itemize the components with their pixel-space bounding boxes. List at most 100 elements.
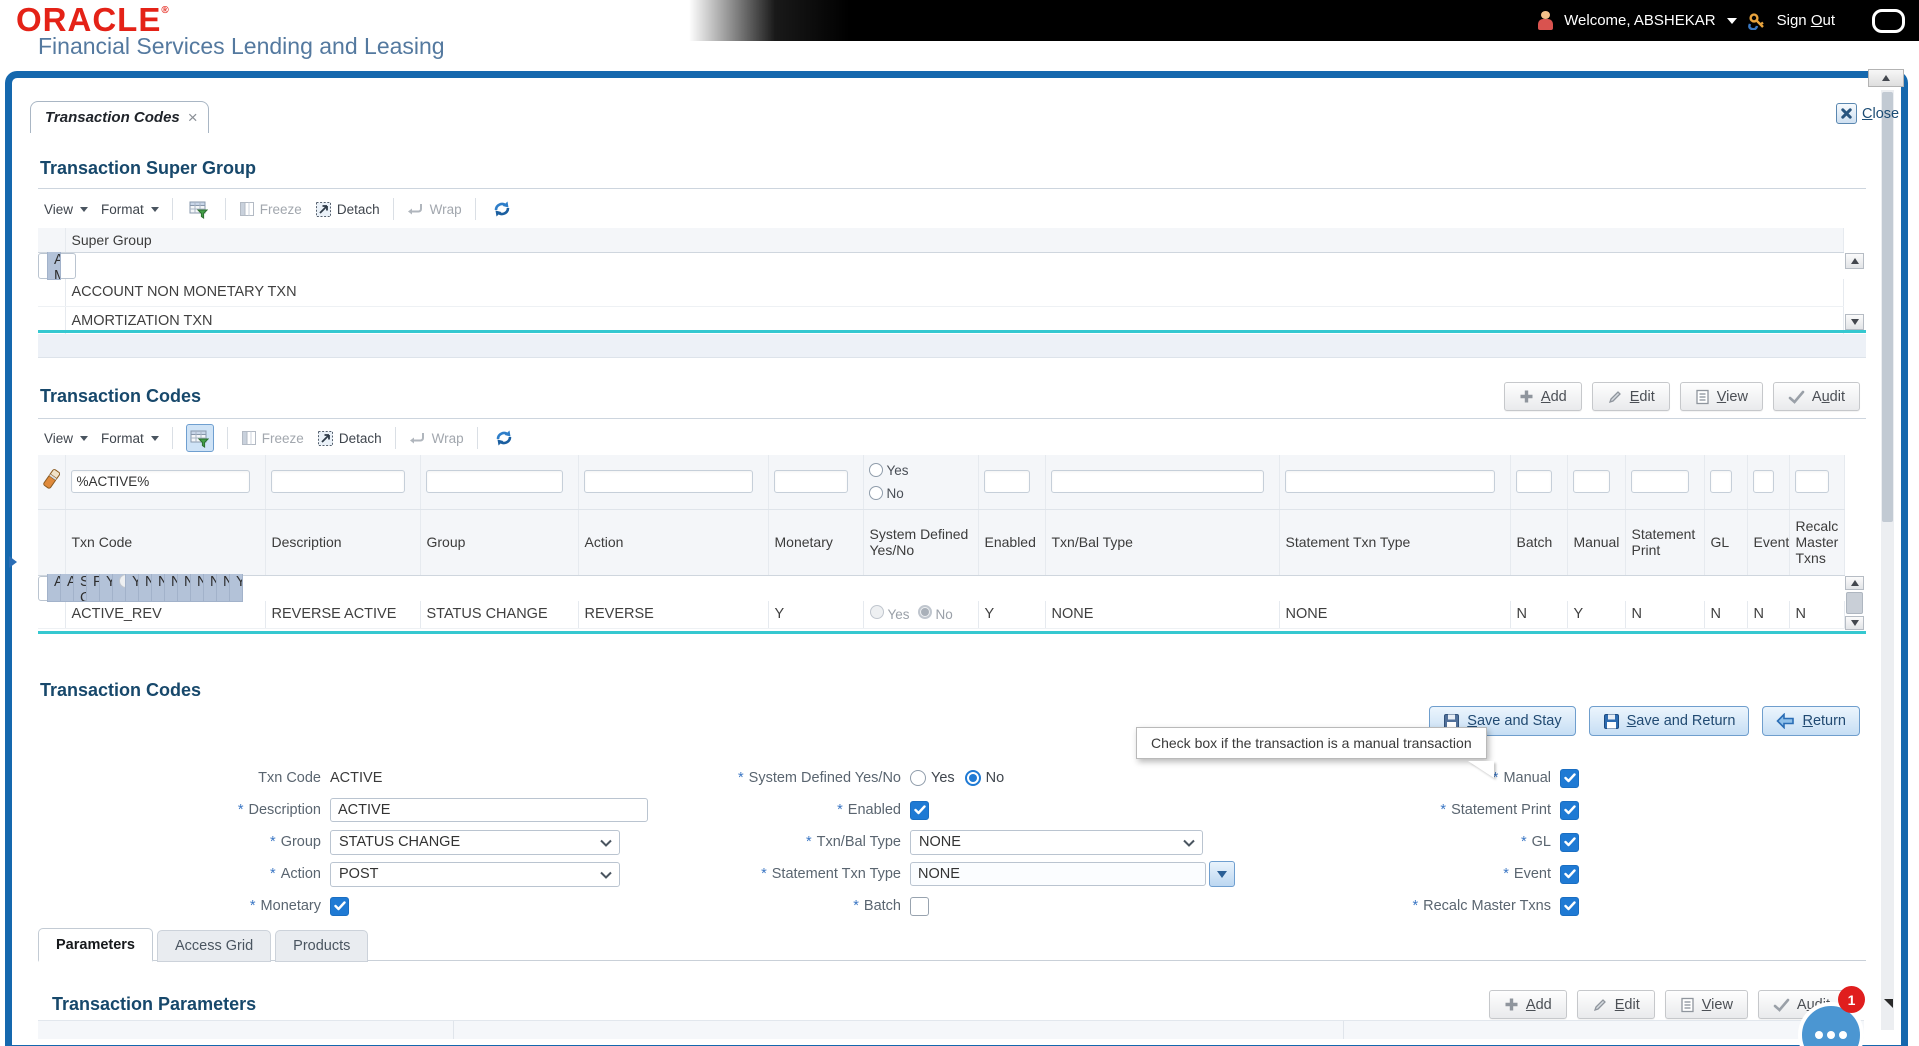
txn-bal-type-select[interactable]: NONE: [910, 829, 1203, 855]
format-menu[interactable]: Format: [101, 202, 159, 217]
freeze-button[interactable]: Freeze: [241, 430, 304, 446]
column-header[interactable]: System Defined Yes/No: [863, 509, 979, 576]
table-row[interactable]: ACTIVE ACTIVE STATUS CHANGE POST Y YesNo…: [38, 574, 243, 602]
statement-txn-type-field[interactable]: [910, 862, 1206, 886]
column-header[interactable]: Manual: [1567, 509, 1626, 576]
page-scrollbar-thumb[interactable]: [1882, 92, 1893, 522]
filter-action-input[interactable]: [583, 470, 753, 494]
filter-event-input[interactable]: [1752, 470, 1774, 494]
description-field[interactable]: [330, 798, 648, 822]
tab-parameters[interactable]: Parameters: [38, 928, 153, 962]
filter-manual-input[interactable]: [1572, 470, 1610, 494]
super-group-scrollbar[interactable]: [1845, 253, 1864, 330]
column-header[interactable]: Group: [420, 509, 579, 576]
tab-products[interactable]: Products: [275, 930, 369, 962]
table-row[interactable]: ACCOUNT MONETARY TXN: [38, 251, 76, 280]
column-header[interactable]: Txn/Bal Type: [1045, 509, 1280, 576]
cell-action[interactable]: REVERSE: [578, 600, 769, 629]
welcome-label[interactable]: Welcome, ABSHEKAR: [1564, 12, 1716, 29]
filter-system-defined-no[interactable]: No: [868, 482, 973, 505]
filter-recalc-input[interactable]: [1794, 470, 1829, 494]
audit-button[interactable]: Audit: [1772, 382, 1860, 411]
cell-description[interactable]: ACTIVE: [61, 574, 74, 602]
scroll-thumb[interactable]: [1846, 592, 1863, 614]
cell-enabled[interactable]: Y: [978, 600, 1046, 629]
enabled-checkbox[interactable]: [910, 800, 929, 820]
column-header-super-group[interactable]: Super Group: [65, 228, 1844, 253]
tab-access-grid[interactable]: Access Grid: [157, 930, 272, 962]
scroll-up-button[interactable]: [1868, 69, 1904, 87]
cell-enabled[interactable]: Y: [126, 574, 139, 602]
cell-gl[interactable]: N: [204, 574, 217, 602]
tab-transaction-codes[interactable]: Transaction Codes ×: [30, 101, 209, 133]
notification-badge[interactable]: 1: [1838, 986, 1865, 1013]
filter-enabled-input[interactable]: [983, 470, 1030, 494]
view-button[interactable]: View: [1664, 990, 1748, 1019]
tab-close-icon[interactable]: ×: [187, 107, 198, 127]
wrap-button[interactable]: Wrap: [407, 201, 462, 217]
column-header[interactable]: Description: [265, 509, 421, 576]
cell-description[interactable]: REVERSE ACTIVE: [265, 600, 421, 629]
cell-batch[interactable]: N: [165, 574, 178, 602]
cell-statement-print[interactable]: N: [191, 574, 204, 602]
statement-print-checkbox[interactable]: [1560, 800, 1579, 820]
column-header[interactable]: Enabled: [978, 509, 1046, 576]
freeze-button[interactable]: Freeze: [239, 201, 302, 217]
filter-txn-code-input[interactable]: [70, 470, 250, 494]
view-button[interactable]: View: [1679, 382, 1763, 411]
chat-bubble-icon[interactable]: [1798, 1002, 1864, 1046]
cell-txn-bal-type[interactable]: NONE: [1045, 600, 1280, 629]
cell-batch[interactable]: N: [1510, 600, 1568, 629]
scroll-up-arrow[interactable]: [1845, 253, 1864, 269]
monetary-checkbox[interactable]: [330, 896, 349, 916]
cell-txn-bal-type[interactable]: NONE: [139, 574, 152, 602]
cell-super-group[interactable]: ACCOUNT MONETARY TXN: [48, 251, 61, 280]
group-select[interactable]: STATUS CHANGE: [330, 829, 620, 855]
return-button[interactable]: Return: [1762, 706, 1860, 736]
action-select[interactable]: POST: [330, 861, 620, 887]
column-header[interactable]: Statement Print: [1625, 509, 1705, 576]
refresh-icon[interactable]: [489, 196, 515, 222]
edit-button[interactable]: Edit: [1576, 990, 1655, 1019]
cell-statement-txn-type[interactable]: NONE: [152, 574, 165, 602]
cell-gl[interactable]: N: [1704, 600, 1748, 629]
cell-group[interactable]: STATUS CHANGE: [420, 600, 579, 629]
sign-out-link[interactable]: Sign Out: [1776, 12, 1835, 29]
cell-event[interactable]: N: [217, 574, 230, 602]
detach-button[interactable]: Detach: [315, 201, 380, 218]
filter-monetary-input[interactable]: [773, 470, 848, 494]
table-row[interactable]: ACTIVE_REV REVERSE ACTIVE STATUS CHANGE …: [38, 600, 1845, 629]
column-header[interactable]: Batch: [1510, 509, 1568, 576]
edit-button[interactable]: Edit: [1591, 382, 1670, 411]
statement-txn-type-dropdown-button[interactable]: [1209, 861, 1235, 887]
event-checkbox[interactable]: [1560, 864, 1579, 884]
add-button[interactable]: Add: [1488, 990, 1567, 1019]
cell-statement-print[interactable]: N: [1625, 600, 1705, 629]
query-by-example-icon-active[interactable]: [185, 424, 214, 452]
cell-action[interactable]: POST: [87, 574, 100, 602]
gl-checkbox[interactable]: [1560, 832, 1579, 852]
add-button[interactable]: Add: [1503, 382, 1582, 411]
cell-monetary[interactable]: Y: [768, 600, 864, 629]
eraser-icon[interactable]: [43, 469, 60, 489]
cell-txn-code[interactable]: ACTIVE_REV: [65, 600, 266, 629]
cell-monetary[interactable]: Y: [100, 574, 113, 602]
filter-statement-txn-type-input[interactable]: [1284, 470, 1495, 494]
recalc-master-txns-checkbox[interactable]: [1560, 896, 1579, 916]
cell-txn-code[interactable]: ACTIVE: [48, 574, 61, 602]
detach-button[interactable]: Detach: [317, 430, 382, 447]
filter-description-input[interactable]: [270, 470, 405, 494]
cell-manual[interactable]: N: [178, 574, 191, 602]
filter-gl-input[interactable]: [1709, 470, 1732, 494]
filter-system-defined-yes[interactable]: Yes: [868, 459, 973, 482]
save-and-return-button[interactable]: Save and Return: [1588, 706, 1750, 736]
cell-recalc[interactable]: Y: [230, 574, 243, 602]
cell-group[interactable]: STATUS CHANGE: [74, 574, 87, 602]
view-menu[interactable]: View: [44, 431, 89, 446]
table-row[interactable]: ACCOUNT NON MONETARY TXN: [38, 278, 1844, 307]
column-header[interactable]: Recalc Master Txns: [1789, 509, 1845, 576]
scroll-up-arrow[interactable]: [1845, 576, 1864, 590]
wrap-button[interactable]: Wrap: [409, 430, 464, 446]
view-menu[interactable]: View: [44, 202, 89, 217]
chevron-down-icon[interactable]: [1726, 17, 1737, 24]
